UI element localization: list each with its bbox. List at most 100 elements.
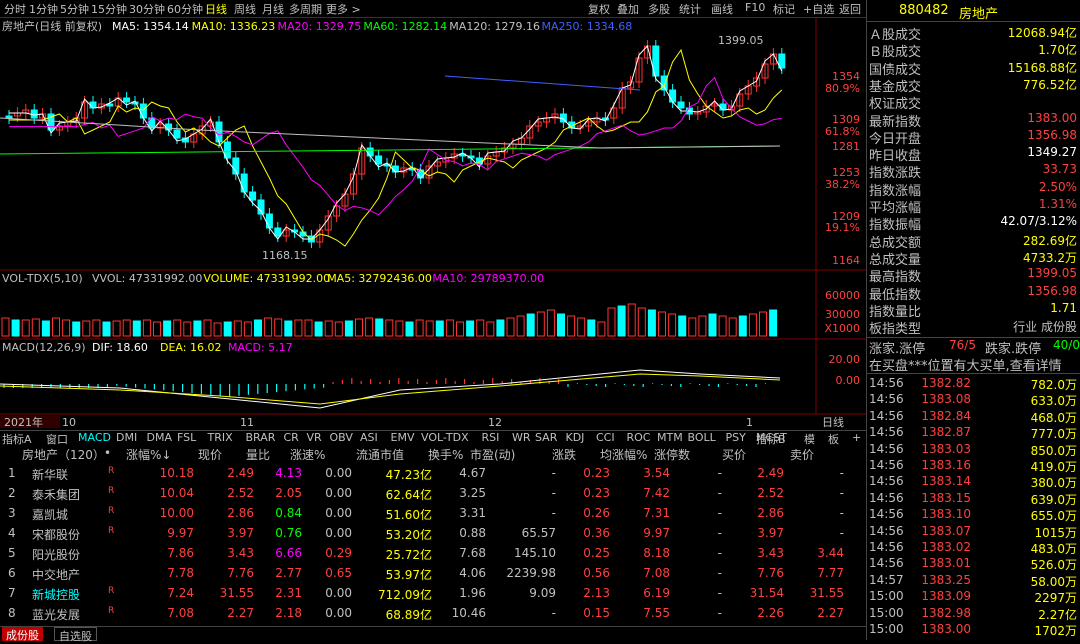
indicator-tab-right[interactable]: 模 bbox=[804, 433, 815, 446]
stat-row: 权证成交 bbox=[867, 93, 1080, 112]
f10-button[interactable]: F10 bbox=[745, 1, 766, 14]
volume-bar bbox=[658, 311, 666, 337]
indicator-tab[interactable]: PSY bbox=[725, 431, 746, 444]
column-header[interactable]: 现价 bbox=[198, 448, 223, 462]
volume-bar bbox=[264, 317, 273, 337]
add-watchlist-button[interactable]: +自选 bbox=[803, 3, 835, 16]
cell-spd: 0.00 bbox=[325, 606, 352, 620]
indicator-tab[interactable]: MTM bbox=[657, 431, 683, 444]
indicator-tab[interactable]: EMV bbox=[390, 431, 415, 444]
stat-value: 1.71 bbox=[1050, 300, 1077, 315]
candle bbox=[753, 77, 761, 87]
indicator-tab-right[interactable]: 板 bbox=[828, 433, 839, 446]
tick-p: 1382.87 bbox=[921, 425, 971, 440]
candle bbox=[652, 45, 660, 77]
period-tab-more[interactable]: 更多 > bbox=[326, 3, 361, 16]
indicator-tab-right[interactable]: + bbox=[852, 431, 862, 444]
ma20-line bbox=[9, 76, 782, 216]
indicator-tab[interactable]: 指标A bbox=[2, 433, 32, 446]
table-row[interactable]: 3 嘉凯城 R 10.00 2.86 0.84 0.00 51.60亿 3.31 - 0.26 7.3… bbox=[0, 504, 866, 524]
cell-mcap: 53.20亿 bbox=[385, 528, 432, 542]
column-header[interactable]: 市盈(动) bbox=[470, 448, 516, 462]
indicator-tab[interactable]: DMI bbox=[116, 431, 138, 444]
table-row[interactable]: 6 中交地产 7.78 7.76 2.77 0.65 53.97亿 4.06 2239.98 0.… bbox=[0, 564, 866, 584]
period-tab-30min[interactable]: 30分钟 bbox=[129, 3, 165, 16]
indicator-tab[interactable]: KDJ bbox=[565, 431, 585, 444]
tick-t: 14:56 bbox=[869, 507, 904, 522]
indicator-tab[interactable]: ROC bbox=[626, 431, 651, 444]
indicator-tab[interactable]: OBV bbox=[329, 431, 353, 444]
period-tab-60min[interactable]: 60分钟 bbox=[167, 3, 203, 16]
tick-t: 14:56 bbox=[869, 408, 904, 423]
stat-label: 总成交量 bbox=[869, 252, 922, 268]
indicator-tab[interactable]: WR bbox=[512, 431, 531, 444]
table-row[interactable]: 2 泰禾集团 R 10.04 2.52 2.05 0.00 62.64亿 3.25 - 0.23 7.… bbox=[0, 484, 866, 504]
column-header[interactable]: 换手% bbox=[428, 448, 464, 462]
overlay-button[interactable]: 叠加 bbox=[617, 3, 639, 16]
column-header[interactable]: 涨跌 bbox=[552, 448, 577, 462]
cell-spd: 0.65 bbox=[325, 566, 352, 580]
period-tab-5min[interactable]: 5分钟 bbox=[60, 3, 89, 16]
column-header[interactable]: 房地产（120） bbox=[22, 448, 105, 462]
volume-bar bbox=[153, 321, 161, 337]
column-header[interactable]: 涨停数 bbox=[654, 448, 691, 462]
back-button[interactable]: 返回 bbox=[839, 3, 861, 16]
cell-vr: 0.84 bbox=[275, 506, 302, 520]
indicator-tab[interactable]: DMA bbox=[146, 431, 173, 444]
indicator-tab[interactable]: MCST bbox=[756, 431, 787, 444]
indicator-tab[interactable]: BOLL bbox=[687, 431, 716, 444]
indicator-tab[interactable]: CCI bbox=[596, 431, 615, 444]
chart-title: 房地产(日线 前复权) bbox=[2, 19, 102, 33]
indicator-tab[interactable]: SAR bbox=[535, 431, 558, 444]
volume-bar bbox=[294, 319, 303, 337]
period-tab-monthly[interactable]: 月线 bbox=[262, 3, 284, 16]
adjust-button[interactable]: 复权 bbox=[588, 3, 610, 16]
indicator-tab[interactable]: MACD bbox=[78, 431, 111, 444]
volume-bar bbox=[72, 321, 81, 337]
period-tab-multi[interactable]: 多周期 bbox=[289, 3, 322, 16]
tick-p: 1383.25 bbox=[921, 572, 971, 587]
period-tab-weekly[interactable]: 周线 bbox=[234, 3, 256, 16]
period-tab-1min[interactable]: 1分钟 bbox=[29, 3, 58, 16]
indicator-tab[interactable]: CR bbox=[283, 431, 299, 444]
tab-constituents[interactable]: 成份股 bbox=[2, 627, 43, 642]
period-tab-daily[interactable]: 日线 bbox=[205, 3, 227, 16]
column-header[interactable]: 买价 bbox=[722, 448, 747, 462]
indicator-tab[interactable]: BRAR bbox=[245, 431, 276, 444]
table-row[interactable]: 1 新华联 R 10.18 2.49 4.13 0.00 47.23亿 4.67 - 0.23 3.5… bbox=[0, 464, 866, 484]
column-header[interactable]: 涨速% bbox=[290, 448, 326, 462]
column-header[interactable]: 量比 bbox=[246, 448, 271, 462]
period-tab-15min[interactable]: 15分钟 bbox=[91, 3, 127, 16]
tab-watchlist[interactable]: 自选股 bbox=[54, 627, 97, 643]
stats-button[interactable]: 统计 bbox=[679, 3, 701, 16]
column-header[interactable]: 均涨幅% bbox=[600, 448, 648, 462]
table-row[interactable]: 5 阳光股份 7.86 3.43 6.66 0.29 25.72亿 7.68 145.10 0.2… bbox=[0, 544, 866, 564]
big-order-notice[interactable]: 在买盘***位置有大买单,查看详情 bbox=[869, 359, 1062, 374]
indicator-tab[interactable]: VOL-TDX bbox=[421, 431, 469, 444]
table-row[interactable]: 7 新城控股 R 7.24 31.55 2.31 0.00 712.09亿 1.96 9.09 2.… bbox=[0, 584, 866, 604]
table-row[interactable]: 8 蓝光发展 R 7.08 2.27 2.18 0.00 68.89亿 10.46 - 0.15 7.… bbox=[0, 604, 866, 624]
indicator-tab[interactable]: TRIX bbox=[207, 431, 233, 444]
column-header[interactable]: • bbox=[104, 446, 112, 460]
price-tick: 1209 bbox=[832, 210, 860, 223]
indicator-tab[interactable]: 窗口 bbox=[46, 433, 68, 446]
indicator-tab[interactable]: VR bbox=[306, 431, 322, 444]
cell-turn: 4.06 bbox=[459, 566, 486, 580]
indicator-tab[interactable]: ASI bbox=[360, 431, 378, 444]
mark-button[interactable]: 标记 bbox=[773, 3, 795, 16]
cell-spd: 0.00 bbox=[325, 506, 352, 520]
candle bbox=[232, 157, 240, 175]
indicator-tab-right[interactable]: 指标B bbox=[756, 433, 786, 446]
column-header[interactable]: 卖价 bbox=[790, 448, 815, 462]
table-row[interactable]: 4 宋都股份 R 9.97 3.97 0.76 0.00 53.20亿 0.88 65.57 0.3… bbox=[0, 524, 866, 544]
column-header[interactable]: 涨幅%↓ bbox=[126, 448, 172, 462]
kline-chart[interactable]: 房地产(日线 前复权) MA5: 1354.14 MA10: 1336.23 MA20… bbox=[0, 18, 866, 430]
cell-pe: - bbox=[551, 606, 556, 620]
indicator-tab[interactable]: RSI bbox=[481, 431, 500, 444]
indicator-tab[interactable]: FSL bbox=[177, 431, 197, 444]
draw-line-button[interactable]: 画线 bbox=[711, 3, 733, 16]
column-header[interactable]: 流通市值 bbox=[356, 448, 405, 462]
cell-spd: 0.00 bbox=[325, 466, 352, 480]
multi-stock-button[interactable]: 多股 bbox=[648, 3, 670, 16]
period-tab-fenshi[interactable]: 分时 bbox=[4, 3, 26, 16]
